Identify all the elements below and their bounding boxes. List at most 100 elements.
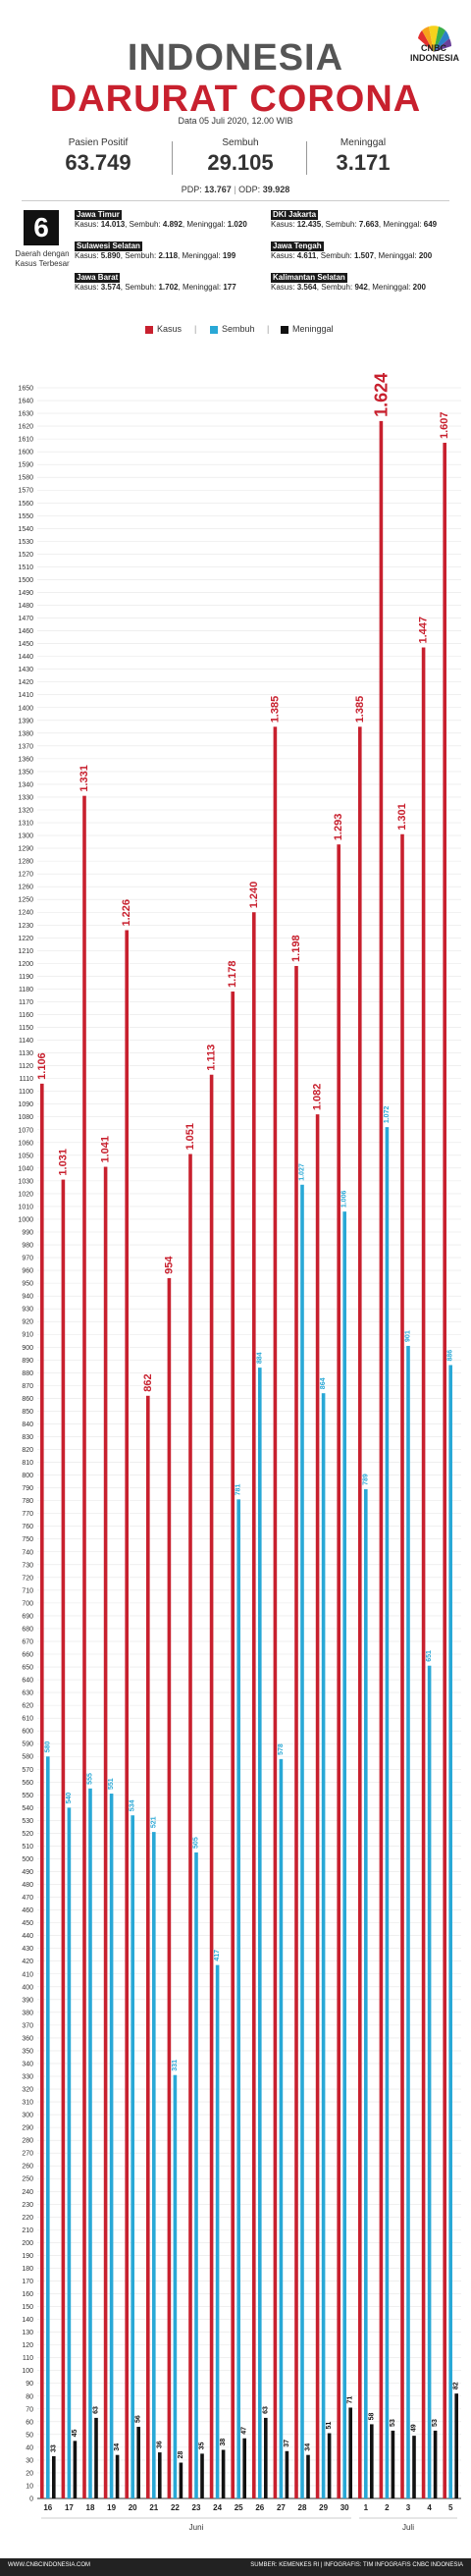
y-tick-label: 1130 <box>19 1050 33 1057</box>
y-tick-label: 180 <box>22 2266 33 2273</box>
y-tick-label: 660 <box>22 1652 33 1659</box>
y-tick-label: 650 <box>22 1665 33 1672</box>
legend-separator: | <box>194 324 197 334</box>
x-tick-label: 19 <box>107 2503 116 2512</box>
data-label-sembuh: 1.006 <box>341 1191 348 1208</box>
x-tick-label: 24 <box>213 2503 222 2512</box>
y-tick-label: 1550 <box>18 513 33 520</box>
province-block: Sulawesi Selatan Kasus: 5.890, Sembuh: 2.… <box>75 242 271 261</box>
y-tick-label: 790 <box>22 1485 33 1492</box>
bar-sembuh <box>364 1488 368 2498</box>
data-label-kasus: 1.113 <box>206 1045 218 1071</box>
data-label-kasus: 1.331 <box>78 765 90 792</box>
bar-meninggal <box>115 2454 120 2498</box>
y-tick-label: 1570 <box>18 488 33 495</box>
y-tick-label: 1320 <box>18 808 33 815</box>
bar-meninggal <box>179 2462 183 2498</box>
bar-meninggal <box>200 2453 204 2498</box>
province-name: Jawa Timur <box>75 210 122 220</box>
y-tick-label: 890 <box>22 1358 33 1365</box>
data-label-sembuh: 789 <box>362 1474 369 1485</box>
y-tick-label: 530 <box>22 1818 33 1825</box>
y-tick-label: 740 <box>22 1549 33 1556</box>
y-tick-label: 720 <box>22 1575 33 1582</box>
y-tick-label: 640 <box>22 1678 33 1685</box>
daily-cases-bar-chart: 0102030405060708090100110120130140150160… <box>18 373 461 2532</box>
y-tick-label: 1190 <box>19 974 33 981</box>
bar-kasus <box>103 1166 108 2498</box>
x-tick-label: 21 <box>149 2503 158 2512</box>
bar-sembuh <box>152 1832 156 2498</box>
data-label-sembuh: 331 <box>172 2060 179 2071</box>
bar-sembuh <box>215 1964 220 2498</box>
y-tick-label: 1080 <box>18 1114 33 1121</box>
y-tick-label: 850 <box>22 1409 33 1416</box>
y-tick-label: 1560 <box>18 501 33 508</box>
bar-sembuh <box>46 1756 50 2498</box>
bar-meninggal <box>158 2452 162 2498</box>
province-block: Jawa Barat Kasus: 3.574, Sembuh: 1.702, M… <box>75 273 271 293</box>
y-tick-label: 1630 <box>18 411 33 418</box>
x-tick-label: 26 <box>255 2503 264 2512</box>
bar-kasus <box>82 795 86 2498</box>
data-label-kasus: 1.385 <box>354 696 366 724</box>
bar-kasus <box>146 1395 150 2498</box>
y-tick-label: 310 <box>22 2100 33 2107</box>
y-tick-label: 220 <box>22 2215 33 2222</box>
y-tick-label: 570 <box>22 1767 33 1774</box>
y-tick-label: 1440 <box>18 654 33 661</box>
y-tick-label: 420 <box>22 1959 33 1965</box>
y-tick-label: 1040 <box>18 1165 33 1172</box>
bar-sembuh <box>427 1665 432 2498</box>
y-tick-label: 500 <box>22 1856 33 1863</box>
y-tick-label: 80 <box>26 2393 33 2400</box>
province-stats: Kasus: 12.435, Sembuh: 7.663, Meninggal:… <box>271 220 438 229</box>
province-caption: Daerah dengan Kasus Terbesar <box>15 249 70 268</box>
y-tick-label: 160 <box>22 2291 33 2298</box>
x-tick-label: 18 <box>86 2503 95 2512</box>
province-stats: Kasus: 4.611, Sembuh: 1.507, Meninggal: … <box>271 251 433 260</box>
bar-sembuh <box>67 1807 72 2498</box>
province-name: DKI Jakarta <box>271 210 319 220</box>
y-tick-label: 460 <box>22 1907 33 1914</box>
month-label: Juli <box>402 2523 414 2532</box>
y-tick-label: 980 <box>22 1243 33 1250</box>
y-tick-label: 1590 <box>18 462 33 469</box>
logo-text: CNBC INDONESIA <box>410 43 460 63</box>
bar-kasus <box>337 844 340 2498</box>
province-block: Kalimantan Selatan Kasus: 3.564, Sembuh: … <box>271 273 467 293</box>
y-tick-label: 1330 <box>18 794 33 801</box>
data-label-meninggal: 34 <box>305 2443 312 2451</box>
x-tick-label: 29 <box>319 2503 328 2512</box>
data-label-sembuh: 417 <box>214 1950 221 1961</box>
y-tick-label: 470 <box>22 1895 33 1902</box>
y-tick-label: 230 <box>22 2202 33 2209</box>
province-stats: Kasus: 3.564, Sembuh: 942, Meninggal: 20… <box>271 283 426 292</box>
bar-sembuh <box>236 1499 240 2498</box>
y-tick-label: 1450 <box>18 641 33 648</box>
y-tick-label: 1540 <box>18 526 33 533</box>
y-tick-label: 1150 <box>19 1025 33 1032</box>
y-tick-label: 170 <box>22 2279 33 2285</box>
data-label-sembuh: 578 <box>278 1744 285 1755</box>
y-tick-label: 20 <box>26 2470 33 2477</box>
x-tick-label: 22 <box>171 2503 180 2512</box>
x-tick-label: 27 <box>277 2503 286 2512</box>
bar-meninggal <box>52 2456 56 2498</box>
y-tick-label: 10 <box>26 2483 33 2490</box>
data-label-sembuh: 580 <box>44 1741 51 1752</box>
bar-sembuh <box>321 1393 326 2498</box>
y-tick-label: 860 <box>22 1396 33 1403</box>
y-tick-label: 620 <box>22 1703 33 1710</box>
data-label-sembuh: 651 <box>426 1650 433 1662</box>
bar-kasus <box>167 1277 172 2498</box>
y-tick-label: 390 <box>22 1997 33 2004</box>
data-label-meninggal: 63 <box>262 2406 269 2414</box>
province-name: Jawa Barat <box>75 273 121 283</box>
bar-kasus <box>252 912 256 2498</box>
y-tick-label: 910 <box>22 1332 33 1339</box>
y-tick-label: 350 <box>22 2048 33 2055</box>
y-tick-label: 290 <box>22 2125 33 2132</box>
legend-separator: | <box>267 324 270 334</box>
y-tick-label: 1500 <box>18 577 33 584</box>
